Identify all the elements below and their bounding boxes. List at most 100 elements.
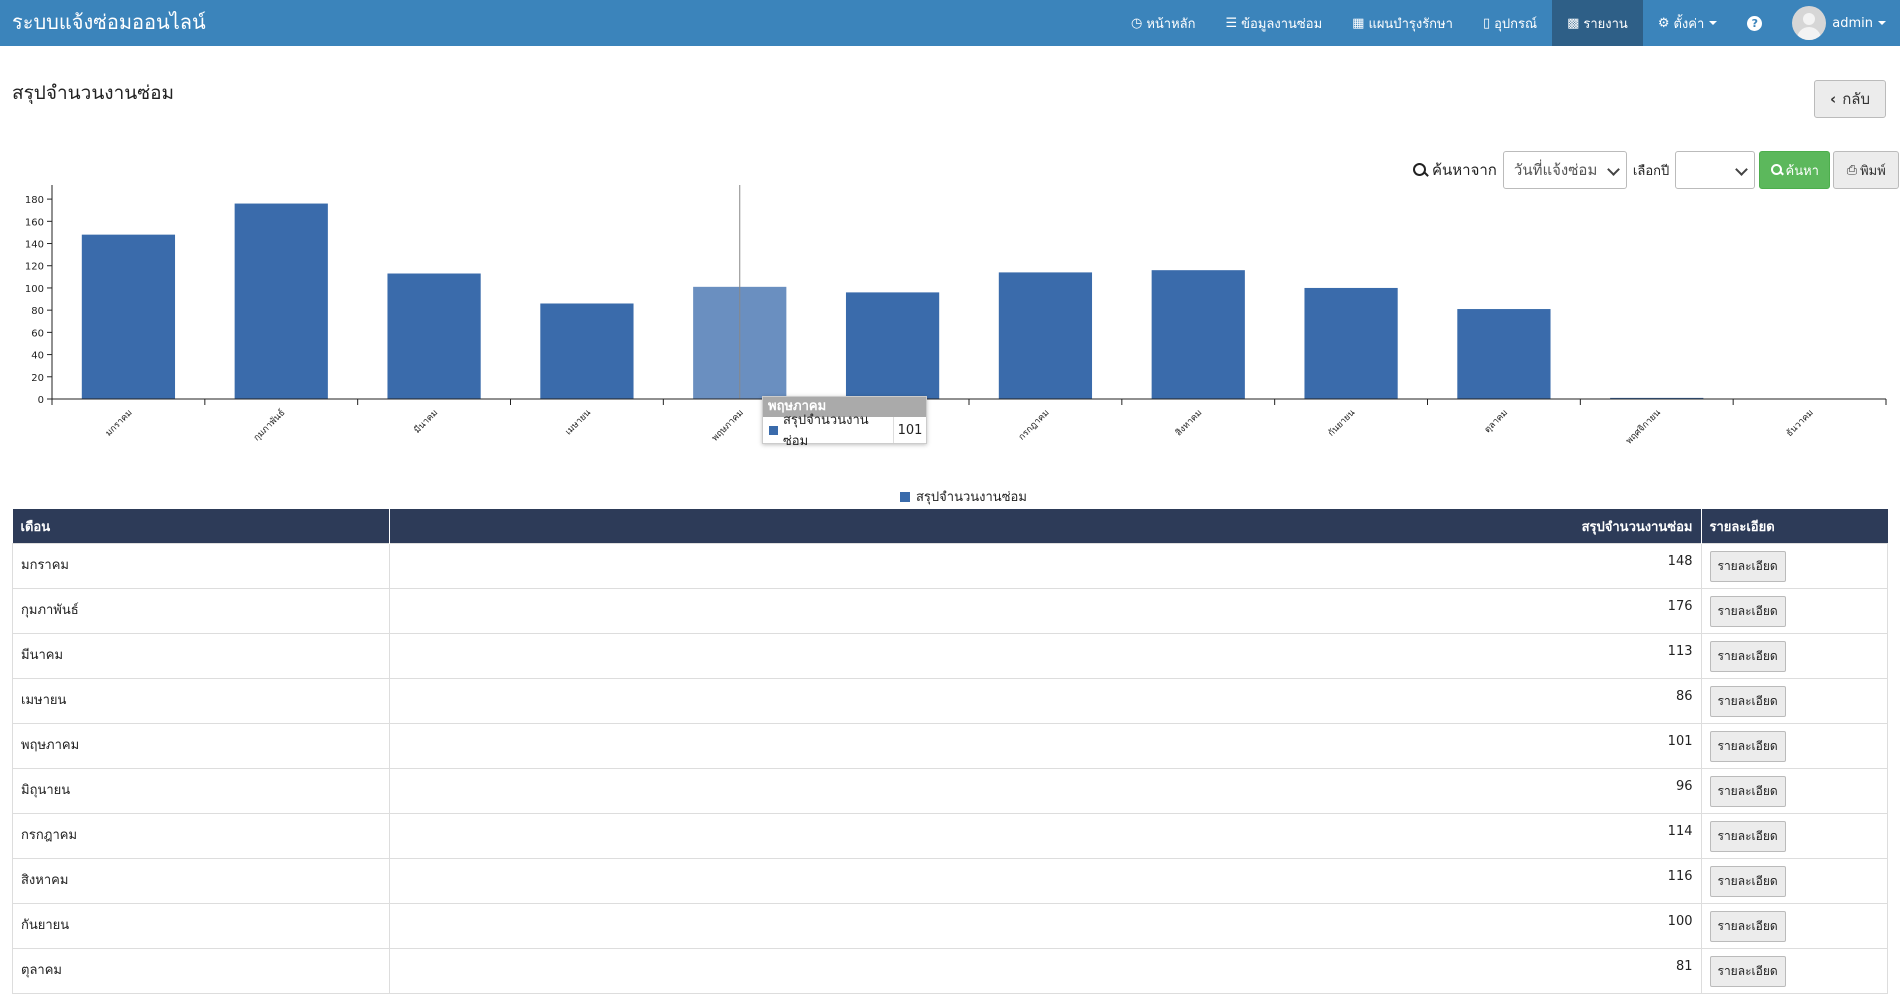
chevron-down-icon	[1607, 163, 1620, 176]
mobile-icon: ▯	[1482, 15, 1491, 31]
legend-swatch	[900, 491, 910, 502]
cell-count: 176	[388, 588, 1702, 634]
chart-legend[interactable]: สรุปจำนวนงานซ่อม	[900, 486, 1027, 507]
month-text: ตุลาคม	[21, 963, 62, 978]
count-text: 100	[1667, 914, 1693, 929]
print-button[interactable]: ⎙ พิมพ์	[1833, 151, 1900, 189]
table-row: มีนาคม 113 รายละเอียด	[12, 633, 1888, 679]
count-text: 86	[1675, 689, 1693, 704]
detail-button[interactable]: รายละเอียด	[1709, 550, 1786, 582]
search-bar: ค้นหาจาก วันที่แจ้งซ่อม เลือกปี ค้นหา ⎙ …	[1413, 151, 1900, 189]
detail-button[interactable]: รายละเอียด	[1709, 595, 1786, 627]
cell-month: ตุลาคม	[12, 948, 390, 994]
month-text: มิถุนายน	[21, 783, 71, 798]
bar	[387, 273, 481, 399]
year-select[interactable]	[1675, 151, 1756, 189]
table-row: เมษายน 86 รายละเอียด	[12, 678, 1888, 724]
month-text: เมษายน	[21, 693, 67, 708]
app-title[interactable]: ระบบแจ้งซ่อมออนไลน์	[12, 10, 206, 34]
cell-detail: รายละเอียด	[1700, 678, 1888, 724]
search-button[interactable]: ค้นหา	[1759, 151, 1831, 189]
back-button[interactable]: ‹ กลับ	[1814, 80, 1886, 118]
print-icon: ⎙	[1846, 162, 1858, 178]
legend-label: สรุปจำนวนงานซ่อม	[916, 490, 1027, 505]
detail-button[interactable]: รายละเอียด	[1709, 820, 1786, 852]
nav-item-maintenance-plan[interactable]: ▦ แผนบำรุงรักษา	[1337, 0, 1468, 46]
caret-down-icon	[1709, 21, 1718, 25]
search-button-label: ค้นหา	[1785, 163, 1819, 179]
detail-button[interactable]: รายละเอียด	[1709, 730, 1786, 762]
tooltip-value: 101	[897, 422, 923, 438]
tooltip-series-name: สรุปจำนวนงานซ่อม	[782, 413, 869, 449]
header-count: สรุปจำนวนงานซ่อม	[389, 509, 1702, 544]
month-text: กันยายน	[21, 918, 70, 933]
count-text: 81	[1675, 959, 1693, 974]
y-tick-label: 40	[31, 351, 44, 362]
avatar	[1792, 6, 1827, 40]
x-tick-label: กันยายน	[1327, 408, 1358, 439]
cell-count: 116	[388, 858, 1702, 904]
detail-button[interactable]: รายละเอียด	[1709, 910, 1786, 942]
search-label-text: ค้นหาจาก	[1432, 161, 1497, 179]
summary-table: เดือน สรุปจำนวนงานซ่อม รายละเอียด มกราคม…	[12, 509, 1888, 994]
question-circle-icon: ?	[1747, 15, 1763, 31]
cell-month: มกราคม	[12, 543, 390, 589]
tooltip-series: สรุปจำนวนงานซ่อม	[763, 413, 894, 449]
y-tick-label: 160	[25, 217, 44, 228]
table-row: มกราคม 148 รายละเอียด	[12, 543, 1888, 589]
month-text: สิงหาคม	[21, 873, 69, 888]
cell-month: มีนาคม	[12, 633, 390, 679]
chart-tooltip: พฤษภาคม สรุปจำนวนงานซ่อม 101	[762, 396, 927, 449]
month-text: กุมภาพันธ์	[21, 603, 79, 618]
print-button-label: พิมพ์	[1860, 163, 1886, 179]
page-title: สรุปจำนวนงานซ่อม	[12, 82, 175, 104]
year-label: เลือกปี	[1632, 163, 1670, 179]
month-text: กรกฎาคม	[21, 828, 78, 843]
x-tick-label: ธันวาคม	[1785, 408, 1816, 439]
nav-item-settings[interactable]: ⚙ ตั้งค่า	[1643, 0, 1732, 46]
top-navbar: ระบบแจ้งซ่อมออนไลน์ ◷ หน้าหลัก ☰ ข้อมูลง…	[0, 0, 1900, 46]
nav-item-repair-data[interactable]: ☰ ข้อมูลงานซ่อม	[1211, 0, 1338, 46]
y-tick-label: 100	[25, 284, 44, 295]
nav-item-label: ข้อมูลงานซ่อม	[1241, 16, 1323, 32]
table-row: สิงหาคม 116 รายละเอียด	[12, 858, 1888, 904]
count-text: 176	[1667, 599, 1693, 614]
calendar-icon: ▦	[1352, 15, 1365, 31]
x-tick-label: กรกฎาคม	[1017, 408, 1052, 443]
search-field-select[interactable]: วันที่แจ้งซ่อม	[1502, 151, 1627, 189]
cell-month: กรกฎาคม	[12, 813, 390, 859]
tooltip-swatch	[769, 425, 778, 435]
month-text: มีนาคม	[21, 648, 64, 663]
y-tick-label: 80	[31, 306, 44, 317]
cell-month: พฤษภาคม	[12, 723, 390, 769]
cell-count: 148	[388, 543, 1702, 589]
search-label: ค้นหาจาก	[1413, 158, 1497, 182]
nav-item-user-menu[interactable]: admin	[1777, 0, 1900, 46]
cell-detail: รายละเอียด	[1700, 948, 1888, 994]
detail-button[interactable]: รายละเอียด	[1709, 640, 1786, 672]
detail-button[interactable]: รายละเอียด	[1709, 775, 1786, 807]
count-text: 96	[1675, 779, 1693, 794]
search-field-value: วันที่แจ้งซ่อม	[1513, 161, 1598, 179]
table-row: มิถุนายน 96 รายละเอียด	[12, 768, 1888, 814]
nav-item-devices[interactable]: ▯ อุปกรณ์	[1468, 0, 1552, 46]
detail-button[interactable]: รายละเอียด	[1709, 955, 1786, 987]
chevron-left-icon: ‹	[1830, 90, 1837, 108]
detail-button[interactable]: รายละเอียด	[1709, 865, 1786, 897]
bar	[845, 292, 940, 399]
count-text: 114	[1667, 824, 1693, 839]
x-tick-label: กุมภาพันธ์	[251, 407, 288, 444]
tooltip-title: พฤษภาคม	[763, 397, 926, 417]
detail-button[interactable]: รายละเอียด	[1709, 685, 1786, 717]
cell-detail: รายละเอียด	[1700, 588, 1888, 634]
nav-item-help[interactable]: ?	[1732, 0, 1777, 46]
cell-count: 113	[388, 633, 1702, 679]
cell-detail: รายละเอียด	[1700, 813, 1888, 859]
bar-chart-icon: ▩	[1567, 15, 1580, 31]
x-tick-label: ตุลาคม	[1483, 408, 1510, 435]
nav-item-label: รายงาน	[1583, 16, 1628, 32]
y-tick-label: 20	[31, 373, 44, 384]
nav-item-home[interactable]: ◷ หน้าหลัก	[1116, 0, 1211, 46]
header-month: เดือน	[12, 509, 390, 544]
nav-item-reports[interactable]: ▩ รายงาน	[1552, 0, 1643, 46]
